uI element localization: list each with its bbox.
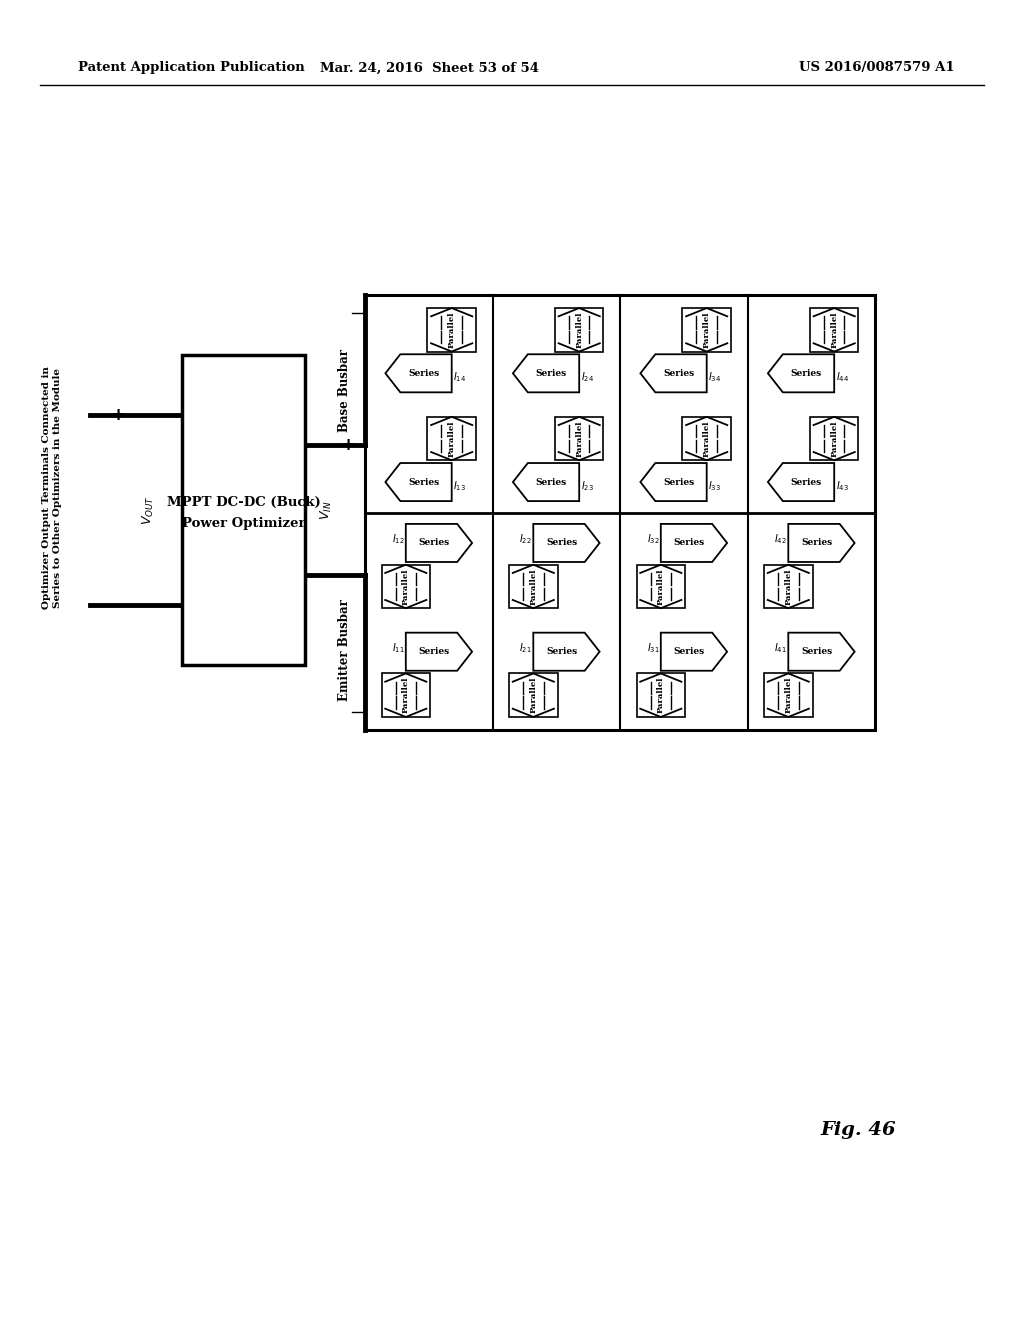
Bar — [555, 308, 603, 351]
Text: Parallel: Parallel — [656, 677, 665, 713]
Text: Base Busbar: Base Busbar — [338, 348, 350, 432]
Polygon shape — [640, 463, 707, 502]
Bar — [427, 308, 476, 351]
Text: $I_{11}$: $I_{11}$ — [391, 642, 404, 655]
Text: Patent Application Publication: Patent Application Publication — [78, 62, 305, 74]
Text: +: + — [111, 407, 126, 424]
Polygon shape — [660, 632, 727, 671]
Bar — [682, 308, 731, 351]
Text: $I_{42}$: $I_{42}$ — [774, 532, 787, 546]
Text: $I_{13}$: $I_{13}$ — [453, 479, 466, 492]
Text: Series: Series — [801, 539, 833, 548]
Text: Series: Series — [791, 368, 821, 378]
Polygon shape — [768, 463, 835, 502]
Text: −: − — [339, 565, 357, 585]
Text: Parallel: Parallel — [447, 312, 456, 348]
Text: $I_{32}$: $I_{32}$ — [647, 532, 659, 546]
Text: $I_{31}$: $I_{31}$ — [646, 642, 659, 655]
Text: Series: Series — [408, 368, 439, 378]
Text: Emitter Busbar: Emitter Busbar — [338, 599, 350, 701]
Text: Series: Series — [663, 478, 694, 487]
Text: Parallel: Parallel — [401, 568, 410, 605]
Bar — [810, 417, 858, 461]
Text: $I_{14}$: $I_{14}$ — [453, 370, 466, 384]
Bar — [382, 673, 430, 717]
Text: Series: Series — [674, 539, 705, 548]
Text: $I_{22}$: $I_{22}$ — [519, 532, 532, 546]
Polygon shape — [768, 354, 835, 392]
Text: Parallel: Parallel — [702, 312, 711, 348]
Polygon shape — [660, 524, 727, 562]
Text: Parallel: Parallel — [529, 677, 538, 713]
Polygon shape — [534, 524, 600, 562]
Bar — [427, 417, 476, 461]
Text: Parallel: Parallel — [830, 312, 839, 348]
Bar — [555, 417, 603, 461]
Text: $I_{24}$: $I_{24}$ — [581, 370, 594, 384]
Text: Series: Series — [408, 478, 439, 487]
Text: Series: Series — [419, 539, 450, 548]
Text: $V_{IN}$: $V_{IN}$ — [318, 500, 334, 520]
Text: Parallel: Parallel — [447, 420, 456, 457]
Polygon shape — [640, 354, 707, 392]
Text: Parallel: Parallel — [529, 568, 538, 605]
Text: Series: Series — [801, 647, 833, 656]
Polygon shape — [385, 463, 452, 502]
Text: Parallel: Parallel — [656, 568, 665, 605]
Text: Parallel: Parallel — [575, 420, 584, 457]
Text: Fig. 46: Fig. 46 — [820, 1121, 896, 1139]
Text: Parallel: Parallel — [702, 420, 711, 457]
Bar — [182, 355, 305, 665]
Bar — [637, 565, 685, 609]
Text: $I_{33}$: $I_{33}$ — [708, 479, 721, 492]
Text: Series: Series — [663, 368, 694, 378]
Text: Mar. 24, 2016  Sheet 53 of 54: Mar. 24, 2016 Sheet 53 of 54 — [321, 62, 540, 74]
Bar — [682, 417, 731, 461]
Bar — [365, 294, 874, 730]
Bar — [764, 673, 812, 717]
Text: $I_{21}$: $I_{21}$ — [519, 642, 532, 655]
Text: Series: Series — [674, 647, 705, 656]
Text: Series: Series — [546, 539, 578, 548]
Polygon shape — [788, 632, 855, 671]
Text: Series: Series — [546, 647, 578, 656]
Text: Series: Series — [419, 647, 450, 656]
Polygon shape — [513, 463, 580, 502]
Text: +: + — [341, 436, 355, 454]
Text: $I_{12}$: $I_{12}$ — [392, 532, 404, 546]
Text: Parallel: Parallel — [575, 312, 584, 348]
Polygon shape — [406, 632, 472, 671]
Text: Parallel: Parallel — [784, 677, 793, 713]
Text: $V_{OUT}$: $V_{OUT}$ — [140, 495, 156, 525]
Bar — [509, 673, 557, 717]
Text: MPPT DC-DC (Buck): MPPT DC-DC (Buck) — [167, 495, 321, 508]
Text: US 2016/0087579 A1: US 2016/0087579 A1 — [800, 62, 955, 74]
Text: $I_{41}$: $I_{41}$ — [774, 642, 787, 655]
Bar — [764, 565, 812, 609]
Text: Series: Series — [791, 478, 821, 487]
Bar — [637, 673, 685, 717]
Text: −: − — [109, 595, 127, 615]
Polygon shape — [788, 524, 855, 562]
Polygon shape — [385, 354, 452, 392]
Text: $I_{43}$: $I_{43}$ — [836, 479, 849, 492]
Bar — [382, 565, 430, 609]
Polygon shape — [406, 524, 472, 562]
Text: Parallel: Parallel — [401, 677, 410, 713]
Text: Series: Series — [536, 478, 566, 487]
Text: Series: Series — [536, 368, 566, 378]
Polygon shape — [534, 632, 600, 671]
Bar — [509, 565, 557, 609]
Polygon shape — [513, 354, 580, 392]
Text: Parallel: Parallel — [830, 420, 839, 457]
Text: Power Optimizer: Power Optimizer — [181, 517, 305, 531]
Text: Optimizer Output Terminals Connected in
Series to Other Optimizers in the Module: Optimizer Output Terminals Connected in … — [42, 367, 61, 610]
Text: $I_{34}$: $I_{34}$ — [708, 370, 721, 384]
Text: $I_{44}$: $I_{44}$ — [836, 370, 849, 384]
Bar — [810, 308, 858, 351]
Text: Parallel: Parallel — [784, 568, 793, 605]
Text: $I_{23}$: $I_{23}$ — [581, 479, 594, 492]
